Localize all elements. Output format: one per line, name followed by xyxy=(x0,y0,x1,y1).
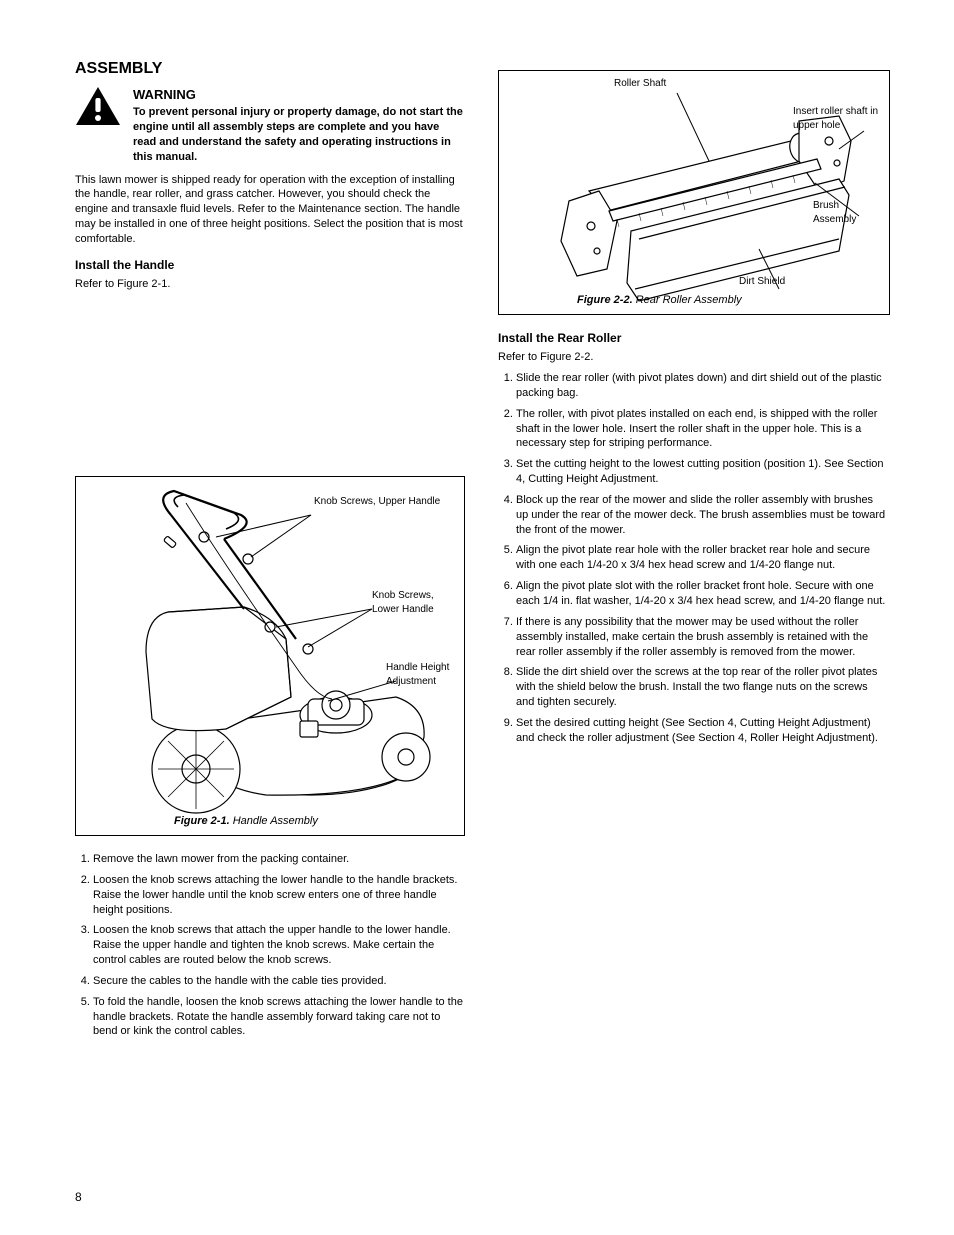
fig2-label-brush: Brush Assembly xyxy=(813,199,883,226)
roller-step: Set the desired cutting height (See Sect… xyxy=(516,716,888,746)
roller-step: Align the pivot plate rear hole with the… xyxy=(516,543,888,573)
fig2-caption: Figure 2-2. Rear Roller Assembly xyxy=(577,293,742,308)
page-number: 8 xyxy=(75,1189,82,1205)
right-column-roller: Install the Rear Roller Refer to Figure … xyxy=(498,330,888,756)
roller-step: Set the cutting height to the lowest cut… xyxy=(516,457,888,487)
left-column-top: ASSEMBLY WARNING To prevent personal inj… xyxy=(75,58,465,292)
fig2-label-roller-shaft: Roller Shaft xyxy=(614,77,714,91)
handle-step: Loosen the knob screws attaching the low… xyxy=(93,873,465,918)
warning-icon xyxy=(75,86,121,126)
roller-step: If there is any possibility that the mow… xyxy=(516,615,888,660)
fig2-label-insert: Insert roller shaft in upper hole xyxy=(793,105,883,132)
handle-step: Loosen the knob screws that attach the u… xyxy=(93,923,465,968)
fig1-caption-prefix: Figure 2-1. xyxy=(174,815,230,827)
install-roller-heading: Install the Rear Roller xyxy=(498,330,888,346)
warning-block: WARNING To prevent personal injury or pr… xyxy=(75,86,465,165)
warning-label: WARNING xyxy=(133,86,465,104)
fig2-caption-prefix: Figure 2-2. xyxy=(577,294,633,306)
left-column-figure: Knob Screws, Upper Handle Knob Screws, L… xyxy=(75,476,465,836)
figure-2-2: Roller Shaft Insert roller shaft in uppe… xyxy=(498,70,890,315)
roller-step: Slide the dirt shield over the screws at… xyxy=(516,665,888,710)
handle-steps: Remove the lawn mower from the packing c… xyxy=(75,852,465,1039)
section-title-assembly: ASSEMBLY xyxy=(75,58,465,80)
roller-step: Align the pivot plate slot with the roll… xyxy=(516,579,888,609)
fig2-caption-text: Rear Roller Assembly xyxy=(636,294,742,306)
handle-step: To fold the handle, loosen the knob scre… xyxy=(93,995,465,1040)
fig2-label-dirt-shield: Dirt Shield xyxy=(739,275,785,289)
handle-step: Remove the lawn mower from the packing c… xyxy=(93,852,465,867)
left-column-steps: Remove the lawn mower from the packing c… xyxy=(75,852,465,1049)
handle-step: Secure the cables to the handle with the… xyxy=(93,974,465,989)
fig1-label-knob-upper: Knob Screws, Upper Handle xyxy=(314,495,444,509)
install-handle-heading: Install the Handle xyxy=(75,257,465,273)
assembly-intro: This lawn mower is shipped ready for ope… xyxy=(75,173,465,247)
fig1-caption-text: Handle Assembly xyxy=(233,815,318,827)
right-column-figure: Roller Shaft Insert roller shaft in uppe… xyxy=(498,70,888,315)
install-roller-intro: Refer to Figure 2-2. xyxy=(498,350,888,365)
fig1-label-knob-lower: Knob Screws, Lower Handle xyxy=(372,589,462,616)
roller-steps: Slide the rear roller (with pivot plates… xyxy=(498,371,888,746)
fig1-caption: Figure 2-1. Handle Assembly xyxy=(174,814,318,829)
roller-step: Block up the rear of the mower and slide… xyxy=(516,493,888,538)
install-handle-intro: Refer to Figure 2-1. xyxy=(75,277,465,292)
figure-2-1: Knob Screws, Upper Handle Knob Screws, L… xyxy=(75,476,465,836)
warning-text: To prevent personal injury or property d… xyxy=(133,105,465,164)
page: ASSEMBLY WARNING To prevent personal inj… xyxy=(0,0,954,1235)
warning-text-wrap: WARNING To prevent personal injury or pr… xyxy=(133,86,465,165)
roller-step: Slide the rear roller (with pivot plates… xyxy=(516,371,888,401)
roller-step: The roller, with pivot plates installed … xyxy=(516,407,888,452)
mower-diagram xyxy=(76,477,466,837)
fig1-label-height: Handle Height Adjustment xyxy=(386,661,464,688)
